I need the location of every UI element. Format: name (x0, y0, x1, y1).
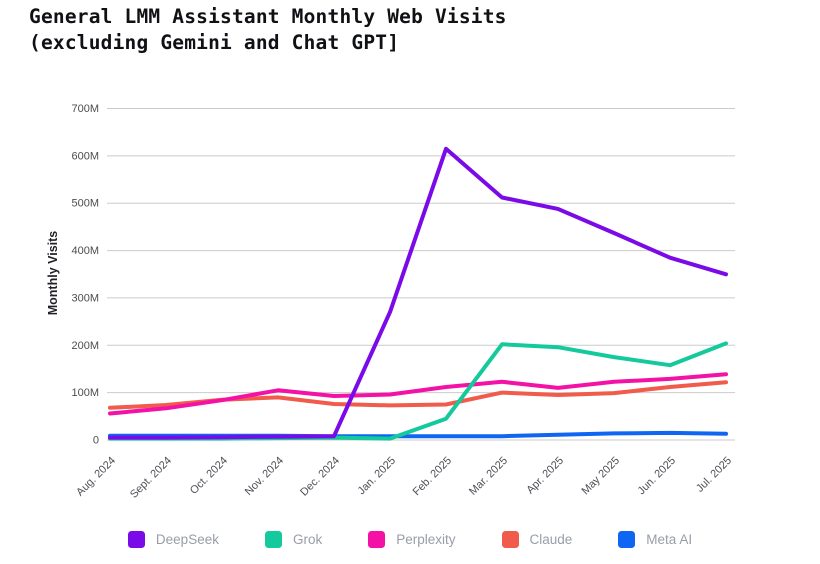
x-tick-label: Mar. 2025 (467, 455, 510, 498)
legend-label: Perplexity (396, 532, 456, 547)
y-tick-label: 300M (71, 292, 99, 304)
legend-item-meta-ai: Meta AI (618, 531, 692, 548)
legend-item-deepseek: DeepSeek (127, 531, 219, 548)
x-tick-label: Dec. 2024 (298, 455, 342, 499)
legend-swatch-icon (264, 531, 282, 548)
y-tick-label: 0 (93, 435, 99, 447)
chart-title-line2: (excluding Gemini and Chat GPT] (29, 30, 400, 54)
x-tick-label: May 2025 (579, 455, 622, 498)
legend-label: DeepSeek (155, 532, 219, 547)
y-tick-label: 100M (71, 387, 99, 399)
series-line-deepseek (108, 146, 728, 440)
legend-swatch-icon (618, 531, 636, 548)
y-tick-label: 200M (71, 340, 99, 352)
y-tick-label: 500M (71, 198, 99, 210)
x-tick-label: Jun. 2025 (635, 455, 678, 498)
legend-item-grok: Grok (264, 531, 323, 548)
series-line-perplexity (108, 372, 728, 416)
chart-title-line1: General LMM Assistant Monthly Web Visits (29, 5, 507, 28)
legend-label: Grok (292, 532, 323, 547)
y-tick-label: 700M (71, 103, 99, 115)
legend-swatch-icon (368, 531, 386, 548)
legend-label: Claude (529, 532, 573, 547)
y-axis-title: Monthly Visits (46, 231, 60, 316)
x-tick-label: Sept. 2024 (128, 455, 174, 501)
x-tick-label: Nov. 2024 (243, 455, 286, 498)
legend-swatch-icon (501, 531, 519, 548)
legend-item-perplexity: Perplexity (368, 531, 456, 548)
legend-label: Meta AI (646, 532, 693, 547)
x-tick-label: Jul. 2025 (694, 455, 734, 495)
y-tick-label: 600M (71, 150, 99, 162)
x-tick-label: Feb. 2025 (411, 455, 455, 499)
chart-title: General LMM Assistant Monthly Web Visits… (29, 4, 507, 56)
y-tick-label: 400M (71, 245, 99, 257)
legend-swatch-icon (127, 531, 145, 548)
legend-item-claude: Claude (501, 531, 573, 548)
x-tick-label: Jan. 2025 (355, 455, 398, 498)
x-tick-label: Aug. 2024 (74, 455, 118, 499)
legend: DeepSeek Grok Perplexity Claude Meta AI (0, 531, 820, 548)
x-tick-label: Apr. 2025 (524, 455, 566, 497)
line-chart: 0 100M 200M 300M 400M 500M 600M 700M Aug. 2024 Se… (46, 103, 735, 501)
x-tick-label: Oct. 2024 (188, 455, 230, 497)
